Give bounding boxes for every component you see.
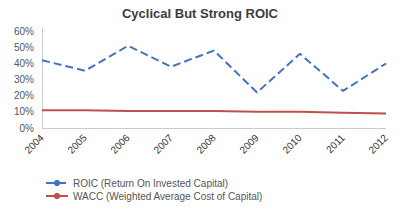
svg-text:2011: 2011 <box>324 132 347 155</box>
svg-text:2009: 2009 <box>237 132 261 156</box>
svg-text:10%: 10% <box>14 106 34 117</box>
svg-text:2012: 2012 <box>366 132 390 156</box>
svg-text:20%: 20% <box>14 90 34 101</box>
svg-text:WACC (Weighted Average Cost of: WACC (Weighted Average Cost of Capital) <box>73 191 262 202</box>
svg-text:50%: 50% <box>14 42 34 53</box>
svg-text:2010: 2010 <box>280 132 304 156</box>
svg-text:2005: 2005 <box>65 132 89 156</box>
svg-text:Cyclical But Strong ROIC: Cyclical But Strong ROIC <box>122 6 279 21</box>
svg-text:40%: 40% <box>14 58 34 69</box>
svg-text:2004: 2004 <box>22 132 46 156</box>
svg-text:30%: 30% <box>14 74 34 85</box>
svg-text:60%: 60% <box>14 26 34 37</box>
svg-text:2007: 2007 <box>151 132 175 156</box>
svg-text:ROIC (Return On Invested Capit: ROIC (Return On Invested Capital) <box>73 178 228 189</box>
svg-text:0%: 0% <box>20 123 35 134</box>
svg-text:2008: 2008 <box>194 132 218 156</box>
svg-text:2006: 2006 <box>108 132 132 156</box>
